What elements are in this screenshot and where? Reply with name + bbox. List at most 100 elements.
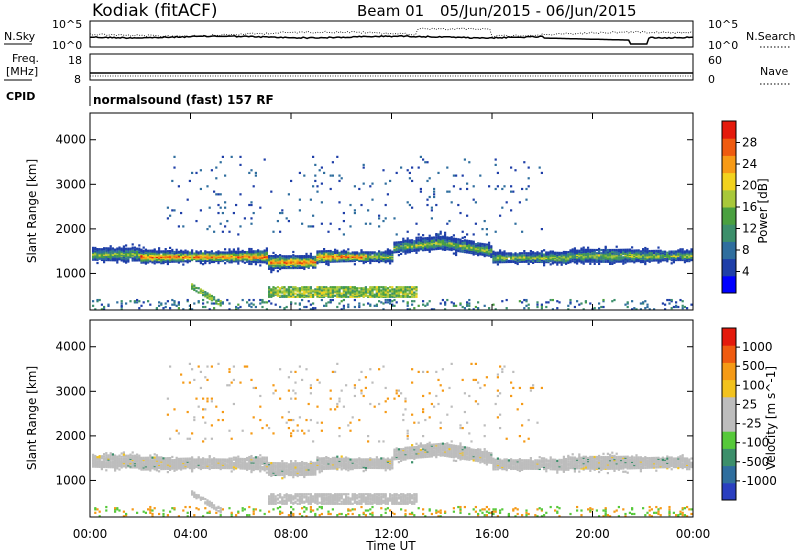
echo-cell <box>177 515 180 518</box>
echo-cell <box>345 286 348 289</box>
echo-cell <box>103 453 106 456</box>
echo-cell <box>334 250 337 254</box>
echo-cell <box>543 249 546 252</box>
echo-cell <box>202 440 205 443</box>
echo-cell <box>105 469 108 472</box>
echo-cell <box>666 253 669 256</box>
echo-cell <box>485 245 488 248</box>
echo-cell <box>604 245 607 248</box>
echo-cell <box>155 250 158 253</box>
echo-cell <box>450 236 453 239</box>
echo-cell <box>160 302 163 305</box>
echo-cell <box>248 262 251 266</box>
echo-cell <box>98 510 101 513</box>
echo-cell <box>259 206 262 209</box>
echo-cell <box>136 250 139 253</box>
echo-cell <box>582 308 585 311</box>
echo-cell <box>221 418 224 422</box>
echo-cell <box>213 296 216 299</box>
echo-cell <box>162 512 165 516</box>
echo-cell <box>329 222 332 225</box>
echo-cell <box>182 263 185 266</box>
echo-cell <box>551 261 554 264</box>
echo-cell <box>505 252 508 255</box>
echo-cell <box>186 511 189 514</box>
echo-cell <box>307 290 310 293</box>
echo-cell <box>413 300 416 303</box>
echo-cell <box>208 308 211 311</box>
echo-cell <box>173 507 176 510</box>
echo-cell <box>116 455 119 458</box>
echo-cell <box>94 508 97 511</box>
echo-cell <box>369 304 372 307</box>
cpid-label: CPID <box>6 90 35 103</box>
echo-cell <box>162 461 165 464</box>
echo-cell <box>496 171 499 175</box>
echo-cell <box>540 250 543 253</box>
echo-cell <box>320 166 323 169</box>
echo-cell <box>457 238 460 241</box>
echo-cell <box>232 458 235 461</box>
echo-cell <box>675 304 678 307</box>
echo-cell <box>690 258 693 262</box>
echo-cell <box>639 308 642 311</box>
echo-cell <box>107 247 110 250</box>
echo-cell <box>250 250 253 253</box>
echo-cell <box>549 250 552 253</box>
echo-cell <box>402 237 405 240</box>
echo-cell <box>186 298 189 302</box>
echo-cell <box>149 508 152 511</box>
echo-cell <box>415 222 418 225</box>
echo-cell <box>186 198 189 201</box>
echo-cell <box>107 454 110 457</box>
echo-cell <box>510 185 513 188</box>
echo-cell <box>631 308 634 311</box>
echo-cell <box>507 259 510 263</box>
echo-cell <box>103 261 106 264</box>
echo-cell <box>435 236 438 239</box>
echo-cell <box>149 303 152 306</box>
echo-cell <box>514 257 517 260</box>
echo-cell <box>309 289 312 292</box>
echo-cell <box>569 298 572 302</box>
echo-cell <box>186 250 189 253</box>
echo-cell <box>250 262 253 266</box>
echo-cell <box>569 302 572 305</box>
echo-cell <box>208 467 211 471</box>
echo-cell <box>402 300 405 303</box>
echo-cell <box>681 250 684 253</box>
echo-cell <box>342 298 345 302</box>
echo-cell <box>314 255 317 258</box>
echo-cell <box>362 166 365 169</box>
echo-cell <box>404 246 407 249</box>
echo-cell <box>182 509 185 512</box>
echo-cell <box>206 253 209 256</box>
echo-cell <box>639 250 642 253</box>
colorbar-segment <box>722 189 736 208</box>
echo-cell <box>215 193 218 196</box>
echo-cell <box>294 257 297 260</box>
echo-cell <box>303 305 306 309</box>
date-range: 05/Jun/2015 - 06/Jun/2015 <box>440 2 637 20</box>
echo-cell <box>459 211 462 215</box>
echo-cell <box>215 251 218 254</box>
echo-cell <box>96 261 99 265</box>
echo-cell <box>320 286 323 289</box>
echo-cell <box>279 230 282 233</box>
echo-cell <box>208 463 211 466</box>
echo-cell <box>173 303 176 306</box>
echo-cell <box>195 171 198 175</box>
echo-cell <box>250 305 253 309</box>
echo-cell <box>551 257 554 261</box>
echo-cell <box>272 286 275 289</box>
echo-cell <box>199 255 202 258</box>
echo-cell <box>626 253 629 257</box>
echo-cell <box>659 249 662 252</box>
echo-cell <box>358 187 361 191</box>
echo-cell <box>158 249 161 252</box>
echo-cell <box>481 242 484 246</box>
echo-cell <box>105 251 108 254</box>
echo-cell <box>248 260 251 263</box>
echo-cell <box>197 365 200 368</box>
echo-cell <box>452 248 455 251</box>
